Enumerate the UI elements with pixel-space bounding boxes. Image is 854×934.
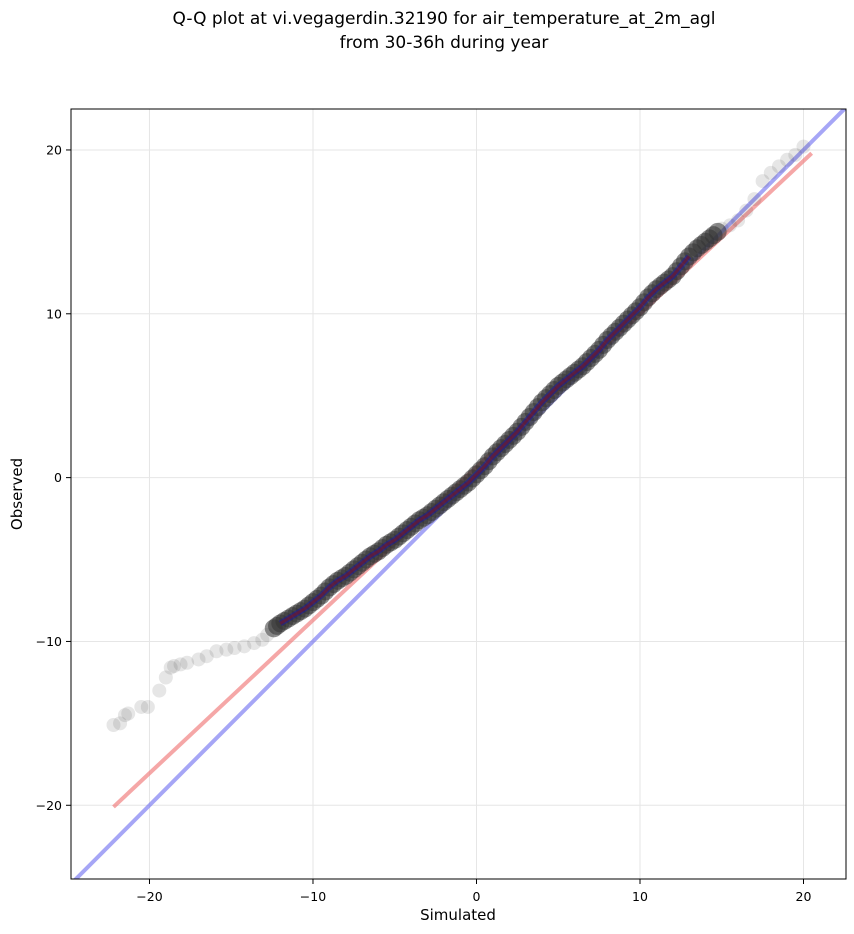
chart-title-line-1: Q-Q plot at vi.vegagerdin.32190 for air_… <box>172 9 715 29</box>
data-point <box>722 218 737 233</box>
data-point <box>255 632 270 647</box>
x-tick-label: 10 <box>632 889 648 904</box>
data-point <box>140 699 155 714</box>
data-point <box>191 652 206 667</box>
data-point <box>780 152 795 167</box>
data-point <box>714 221 729 236</box>
x-tick-label: −20 <box>136 889 162 904</box>
data-point <box>209 644 224 659</box>
data-point <box>763 165 778 180</box>
data-point <box>167 659 182 674</box>
data-point <box>796 139 811 154</box>
data-point <box>173 657 188 672</box>
data-point <box>134 699 149 714</box>
data-point <box>747 192 762 207</box>
y-tick-label: 0 <box>54 470 62 485</box>
data-point <box>771 159 786 174</box>
x-tick-label: 20 <box>796 889 812 904</box>
plot-frame <box>70 108 847 880</box>
axis-ticks: −20 −10 0 10 20 −20 −10 0 10 20 <box>36 142 812 904</box>
data-point <box>180 655 195 670</box>
x-axis-label: Simulated <box>420 906 496 924</box>
data-points <box>106 139 811 732</box>
data-point <box>199 649 214 664</box>
x-tick-label: −10 <box>300 889 326 904</box>
data-point <box>788 147 803 162</box>
x-tick-label: 0 <box>473 889 481 904</box>
y-tick-label: −20 <box>36 798 62 813</box>
data-point <box>731 213 746 228</box>
y-tick-label: 20 <box>46 142 62 157</box>
data-point <box>121 706 136 721</box>
data-point <box>152 683 167 698</box>
data-point <box>117 708 132 723</box>
y-axis-label: Observed <box>8 458 26 530</box>
chart-title-line-2: from 30-36h during year <box>340 33 549 53</box>
data-point <box>106 718 121 732</box>
data-point <box>113 716 128 731</box>
data-point <box>237 639 252 654</box>
data-point <box>755 174 770 189</box>
data-point <box>219 642 234 657</box>
data-point <box>708 222 727 241</box>
data-point <box>158 670 173 685</box>
grid-lines <box>71 109 846 879</box>
data-point <box>739 203 754 218</box>
data-point <box>247 636 262 651</box>
inner-trace-red <box>279 255 691 625</box>
data-point <box>227 641 242 655</box>
y-tick-label: −10 <box>36 634 62 649</box>
data-point <box>163 660 178 675</box>
y-tick-label: 10 <box>46 306 62 321</box>
plot-area <box>73 109 846 879</box>
